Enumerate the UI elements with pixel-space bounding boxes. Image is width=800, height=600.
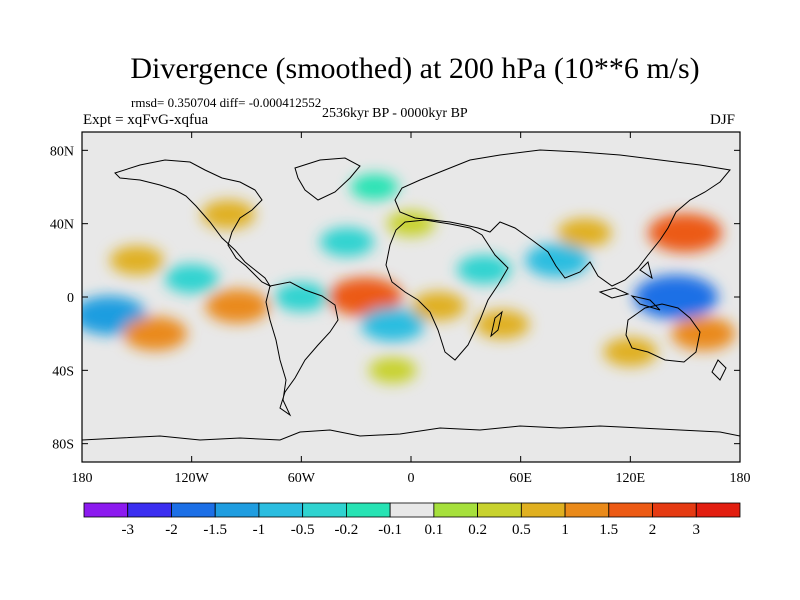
coastline-north-america	[114, 159, 272, 288]
field-feature-21	[368, 357, 417, 384]
colorbar-box	[652, 502, 697, 518]
field-feature-12	[475, 310, 530, 339]
colorbar-label: 0.2	[468, 522, 487, 538]
x-tick-label: 60W	[288, 471, 316, 486]
y-tick-label: 0	[67, 291, 74, 306]
colorbar-label: 1.5	[599, 522, 618, 538]
colorbar-box	[171, 502, 216, 518]
coastline-australia	[625, 303, 701, 363]
field-feature-18	[603, 337, 658, 367]
field-feature-11	[457, 255, 512, 284]
colorbar-label: -0.5	[291, 522, 315, 538]
field-feature-9	[387, 210, 435, 237]
field-feature-10	[411, 291, 466, 321]
colorbar-label: -1.5	[203, 522, 227, 538]
colorbar-box	[302, 502, 347, 518]
colorbar-box	[695, 502, 741, 518]
time-period-label: 2536kyr BP - 0000kyr BP	[322, 106, 468, 121]
chart-title: Divergence (smoothed) at 200 hPa (10**6 …	[130, 52, 700, 85]
x-tick-label: 120E	[616, 471, 646, 486]
field-feature-20	[350, 174, 399, 200]
colorbar-label: -0.1	[378, 522, 402, 538]
field-feature-6	[328, 277, 403, 317]
coastline-madagascar	[490, 310, 503, 338]
y-tick-label: 80N	[50, 144, 74, 159]
colorbar-box	[389, 502, 435, 518]
x-tick-label: 60E	[509, 471, 532, 486]
field-feature-3	[164, 264, 219, 294]
coastline-maritime	[598, 261, 661, 311]
coastline-africa	[385, 219, 509, 361]
colorbar-label: 0.5	[512, 522, 531, 538]
field-feature-13	[525, 243, 590, 278]
field-feature-2	[109, 245, 164, 275]
x-tick-label: 120W	[175, 471, 210, 486]
y-tick-label: 80S	[52, 438, 74, 453]
colorbar-box	[345, 502, 391, 518]
colorbar-box	[520, 502, 566, 518]
colorbar-label: -1	[253, 522, 266, 538]
x-tick-label: 0	[408, 471, 415, 486]
season-label: DJF	[710, 112, 736, 128]
field-feature-4	[205, 289, 270, 324]
colorbar-label: -0.2	[335, 522, 359, 538]
field-feature-1	[123, 316, 188, 351]
coastline-south-america	[265, 281, 339, 417]
coastline-new-zealand	[711, 359, 727, 381]
experiment-label: Expt = xqFvG-xqfua	[83, 112, 209, 128]
x-tick-label: 180	[72, 471, 93, 486]
coastline-eurasia	[394, 149, 731, 287]
field-feature-14	[557, 218, 612, 248]
coastline-greenland	[294, 157, 361, 201]
field-feature-7	[360, 307, 425, 342]
colorbar-box	[127, 502, 172, 518]
colorbar-box	[608, 502, 653, 518]
colorbar: -3 -2 -1.5 -1 -0.5 -0.2 -0.1 0.1 0.2 0.5 1 1.5 2 3	[83, 502, 741, 538]
colorbar-label: -2	[165, 522, 178, 538]
colorbar-label: 0.1	[424, 522, 443, 538]
coastline-antarctica	[82, 425, 740, 441]
field-feature-8	[320, 227, 375, 257]
map-background	[82, 132, 740, 462]
colorbar-box	[258, 502, 304, 518]
field-feature-15	[634, 275, 719, 319]
y-tick-label: 40S	[52, 364, 74, 379]
y-tick-label: 40N	[50, 218, 74, 233]
colorbar-box	[477, 502, 522, 518]
colorbar-label: 3	[693, 522, 701, 538]
colorbar-label: 1	[561, 522, 569, 538]
field-feature-19	[201, 200, 256, 229]
colorbar-label: -3	[121, 522, 134, 538]
colorbar-label: 2	[649, 522, 657, 538]
field-feature-5	[274, 282, 329, 312]
coastlines	[82, 149, 740, 441]
rmsd-diff-stats: rmsd= 0.350704 diff= -0.000412552	[131, 95, 322, 110]
colorbar-box	[214, 502, 260, 518]
field-feature-17	[671, 316, 736, 351]
colorbar-box	[433, 502, 479, 518]
colorbar-box	[564, 502, 610, 518]
colorbar-box	[83, 502, 129, 518]
x-tick-label: 180	[730, 471, 751, 486]
field-feature-16	[648, 213, 723, 253]
axes: 180 120W 60W 0 60E 120E 180 80N 40N 0 40S 80S	[50, 132, 751, 486]
map-area	[81, 131, 741, 463]
